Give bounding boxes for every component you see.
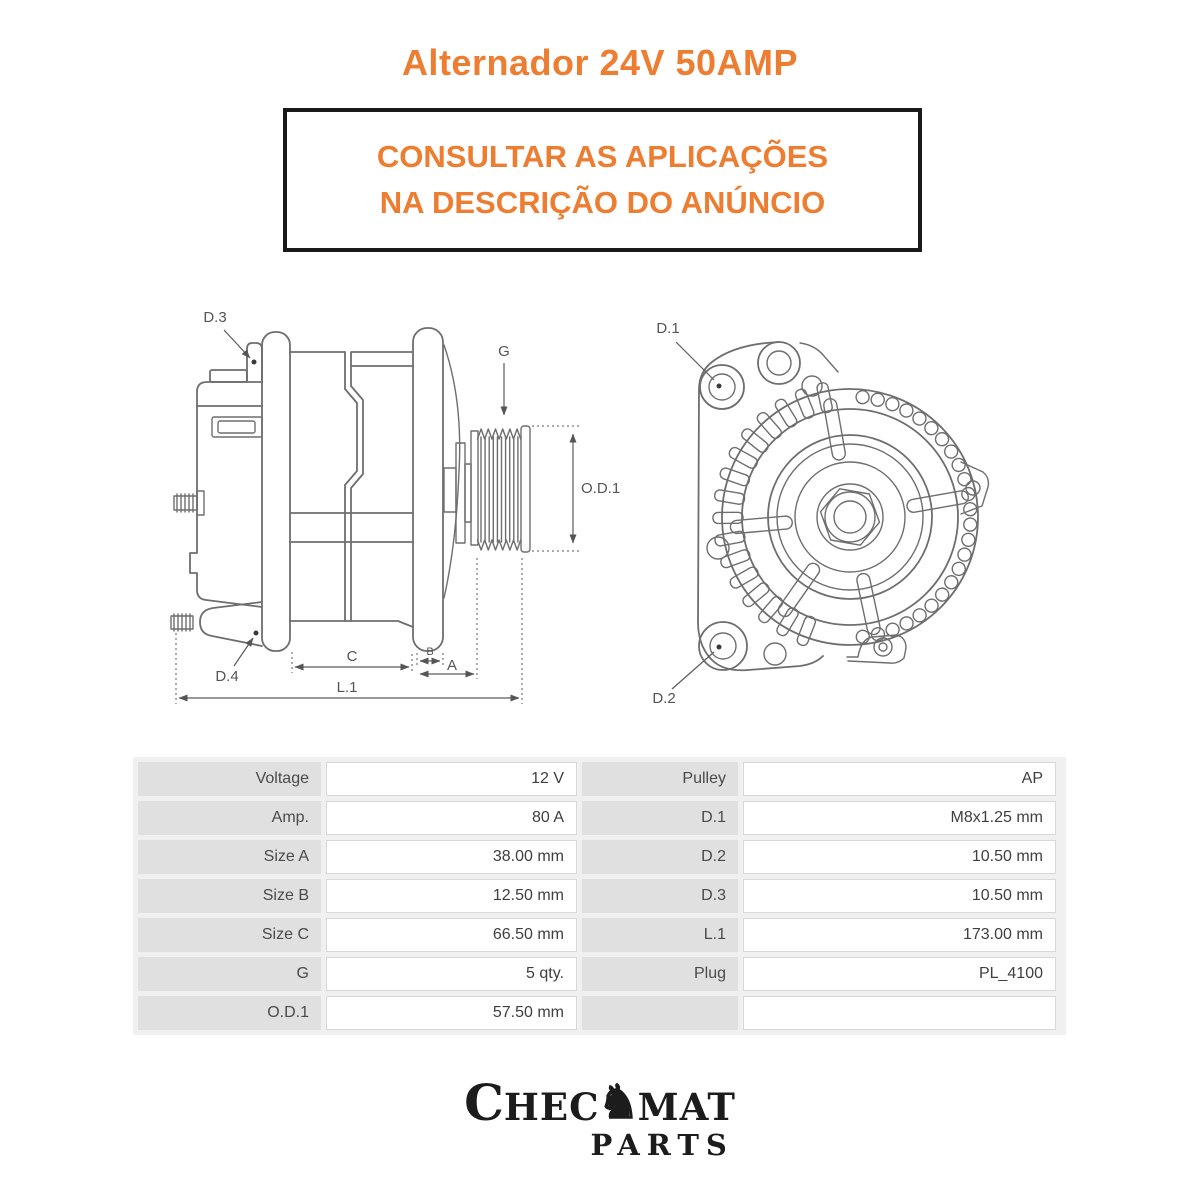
brand-logo: C HEC ♞ MAT PARTS	[0, 1078, 1200, 1163]
front-view-drawing: D.1 D.2	[652, 320, 990, 707]
dimension-label-c: C	[347, 648, 358, 665]
spec-label-cell: D.3	[582, 879, 738, 913]
dimension-label-d4: D.4	[215, 668, 238, 685]
dimension-label-d3: D.3	[203, 309, 226, 326]
spec-value-cell	[743, 996, 1056, 1030]
spec-value-cell: 12 V	[326, 762, 577, 796]
dimension-label-g: G	[498, 343, 510, 360]
brand-wordmark: C HEC ♞ MAT	[464, 1078, 736, 1132]
brand-letter: C	[464, 1073, 504, 1132]
spec-value-cell: 5 qty.	[326, 957, 577, 991]
spec-value-cell: M8x1.25 mm	[743, 801, 1056, 835]
front-view-dimensions: D.1 D.2	[652, 320, 722, 707]
spec-label-cell: Size C	[138, 918, 321, 952]
spec-value-cell: 57.50 mm	[326, 996, 577, 1030]
dimension-label-b: B	[426, 646, 433, 658]
pulley-grooves	[476, 428, 522, 551]
knight-icon: ♞	[597, 1075, 640, 1130]
spec-label-cell: Pulley	[582, 762, 738, 796]
spec-value-cell: 173.00 mm	[743, 918, 1056, 952]
spec-value-cell: 38.00 mm	[326, 840, 577, 874]
brand-parts-label: PARTS	[590, 1128, 734, 1162]
spec-value-cell: 12.50 mm	[326, 879, 577, 913]
spec-value-cell: 10.50 mm	[743, 840, 1056, 874]
notice-box: CONSULTAR AS APLICAÇÕES NA DESCRIÇÃO DO …	[283, 108, 922, 252]
notice-line-1: CONSULTAR AS APLICAÇÕES	[376, 139, 829, 174]
page-title: Alternador 24V 50AMP	[401, 42, 799, 83]
spec-table: Voltage 12 V Pulley AP Amp. 80 A D.1 M8x…	[133, 757, 1066, 1035]
spec-label-cell: Amp.	[138, 801, 321, 835]
spec-label-cell: G	[138, 957, 321, 991]
brand-letters: HEC	[503, 1085, 600, 1129]
spec-value-cell: 10.50 mm	[743, 879, 1056, 913]
brand-letters: MAT	[637, 1085, 736, 1129]
spec-label-cell: Plug	[582, 957, 738, 991]
vent-slots	[712, 382, 833, 647]
spec-value-cell: AP	[743, 762, 1056, 796]
spec-label-cell	[582, 996, 738, 1030]
spec-value-cell: PL_4100	[743, 957, 1056, 991]
dimension-label-l1: L.1	[337, 679, 358, 696]
spec-label-cell: O.D.1	[138, 996, 321, 1030]
spec-label-cell: D.1	[582, 801, 738, 835]
notice-line-2: NA DESCRIÇÃO DO ANÚNCIO	[379, 185, 826, 220]
dimension-label-a: A	[447, 657, 457, 674]
spec-value-cell: 66.50 mm	[326, 918, 577, 952]
stud-thread-hatching	[173, 493, 194, 632]
rim-teeth	[855, 389, 978, 645]
side-view-drawing: D.3 G O.D.1 D.4 C B	[170, 309, 620, 704]
spec-label-cell: L.1	[582, 918, 738, 952]
spec-label-cell: D.2	[582, 840, 738, 874]
spec-label-cell: Voltage	[138, 762, 321, 796]
dimension-label-od1: O.D.1	[581, 480, 620, 497]
spec-value-cell: 80 A	[326, 801, 577, 835]
spec-label-cell: Size B	[138, 879, 321, 913]
side-view-dimensions: D.3 G O.D.1 D.4 C B	[175, 309, 620, 704]
spec-label-cell: Size A	[138, 840, 321, 874]
fan-spokes	[729, 398, 969, 636]
dimension-label-d1: D.1	[656, 320, 679, 337]
dimension-label-d2: D.2	[652, 690, 675, 707]
